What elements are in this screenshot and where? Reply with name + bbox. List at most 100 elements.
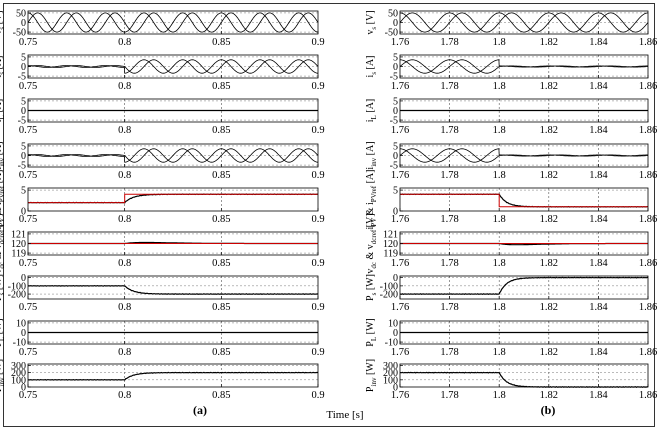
x-tick-label: 1.82 [540, 258, 558, 269]
axes-frame [399, 275, 649, 300]
x-tick-label: 1.82 [540, 347, 558, 358]
y-tick-label: -5 [18, 72, 26, 83]
x-tick-label: 1.78 [440, 170, 458, 181]
x-tick-label: 0.9 [311, 390, 324, 401]
x-tick-label: 1.78 [440, 125, 458, 136]
y-axis-label: vdc​ & vdcref​ [V] [365, 213, 378, 273]
y-axis-label: iinv​ [A] [365, 141, 378, 169]
y-tick-label: 120 [11, 239, 26, 250]
x-tick-label: 1.8 [493, 37, 506, 48]
y-tick-label: 0 [21, 207, 26, 218]
x-tick-label: 1.86 [639, 37, 657, 48]
series-line [27, 59, 319, 74]
x-tick-label: 0.9 [311, 37, 324, 48]
y-tick-label: 0 [393, 207, 398, 218]
subplot-a-8: 100-10 PL​ [W] 0.75 0.8 0.85 0.9 [0, 318, 325, 358]
y-tick-label: -5 [18, 161, 26, 172]
subplot-b-8: 100-10 PL​ [W] 1.76 1.78 1.8 1.82 1.84 1.86 [365, 318, 657, 358]
x-tick-label: 0.9 [311, 81, 324, 92]
x-tick-label: 0.85 [212, 390, 230, 401]
x-tick-label: 0.9 [311, 170, 324, 181]
y-axis-label: vs​ [V] [0, 10, 6, 34]
y-tick-label: -5 [390, 72, 398, 83]
x-tick-label: 0.8 [118, 302, 131, 313]
y-tick-label: 5 [21, 52, 26, 63]
y-axis-label: PL​ [W] [365, 318, 378, 346]
x-tick-label: 1.78 [440, 214, 458, 225]
x-tick-label: 1.76 [391, 258, 409, 269]
series-line [27, 371, 319, 381]
y-tick-label: 119 [11, 249, 26, 260]
x-tick-label: 1.76 [391, 125, 409, 136]
y-tick-label: -100 [380, 281, 398, 292]
x-tick-label: 0.75 [19, 81, 37, 92]
series-line [400, 193, 649, 208]
x-tick-label: 0.75 [19, 170, 37, 181]
x-tick-label: 0.75 [19, 214, 37, 225]
y-tick-label: 0 [393, 106, 398, 117]
x-tick-label: 1.86 [639, 170, 657, 181]
y-tick-label: 300 [11, 361, 26, 372]
x-tick-label: 1.86 [639, 81, 657, 92]
x-tick-label: 0.9 [311, 347, 324, 358]
x-tick-label: 0.75 [19, 302, 37, 313]
x-tick-label: 1.76 [391, 347, 409, 358]
x-tick-label: 1.8 [493, 170, 506, 181]
x-tick-label: 0.8 [118, 347, 131, 358]
x-tick-label: 0.75 [19, 37, 37, 48]
panel-label-b: (b) [541, 403, 556, 417]
x-tick-label: 0.9 [311, 214, 324, 225]
series-line [399, 12, 649, 33]
y-tick-label: 10 [388, 318, 398, 329]
x-tick-label: 1.86 [639, 390, 657, 401]
y-axis-label: vs​ [V] [365, 10, 378, 34]
y-tick-label: 0 [21, 383, 26, 394]
x-tick-label: 0.85 [212, 302, 230, 313]
x-tick-label: 1.82 [540, 214, 558, 225]
y-tick-label: 5 [21, 141, 26, 152]
series-line-2 [400, 12, 648, 33]
series-line [400, 276, 649, 295]
axes-frame [27, 187, 319, 212]
y-tick-label: 5 [393, 141, 398, 152]
y-tick-label: 0 [21, 106, 26, 117]
y-axis-label: vdc​ & vdcref​ [V] [0, 213, 6, 273]
series-line [28, 284, 319, 295]
x-tick-label: 1.8 [493, 81, 506, 92]
subplot-b-5: 5 0 iPV​ & iPVref​ [A] 1.76 1.78 1.8 1.82 1.84 1… [365, 170, 657, 230]
x-tick-label: 0.8 [118, 170, 131, 181]
x-tick-label: 1.84 [589, 347, 608, 358]
y-tick-label: 121 [383, 229, 398, 240]
x-tick-label: 1.86 [639, 214, 657, 225]
y-tick-label: 5 [21, 186, 26, 197]
x-tick-label: 1.82 [540, 302, 558, 313]
axes-frame [399, 187, 649, 212]
x-tick-label: 1.76 [391, 302, 409, 313]
x-tick-label: 0.8 [118, 37, 131, 48]
y-tick-label: 0 [21, 151, 26, 162]
x-tick-label: 1.82 [540, 390, 558, 401]
x-tick-label: 0.85 [212, 170, 230, 181]
x-tick-label: 0.85 [212, 37, 230, 48]
x-tick-label: 0.75 [19, 390, 37, 401]
y-tick-label: 0 [21, 62, 26, 73]
x-tick-label: 1.82 [540, 125, 558, 136]
axes-frame [399, 363, 649, 388]
x-tick-label: 1.84 [589, 302, 608, 313]
x-tick-label: 1.8 [493, 347, 506, 358]
y-tick-label: 0 [21, 328, 26, 339]
y-axis-label: Ps​ [W] [0, 274, 6, 301]
x-tick-label: 0.8 [118, 81, 131, 92]
subplot-a-3: 50-5 iL​ [A] 0.75 0.8 0.85 0.9 [0, 96, 325, 136]
x-tick-label: 1.84 [589, 258, 608, 269]
x-tick-label: 1.82 [540, 170, 558, 181]
x-tick-label: 1.84 [589, 170, 608, 181]
x-tick-label: 0.9 [311, 258, 324, 269]
y-tick-label: 50 [388, 8, 398, 19]
figure-border [3, 3, 655, 427]
x-tick-label: 1.8 [493, 214, 506, 225]
y-tick-label: -100 [8, 281, 26, 292]
